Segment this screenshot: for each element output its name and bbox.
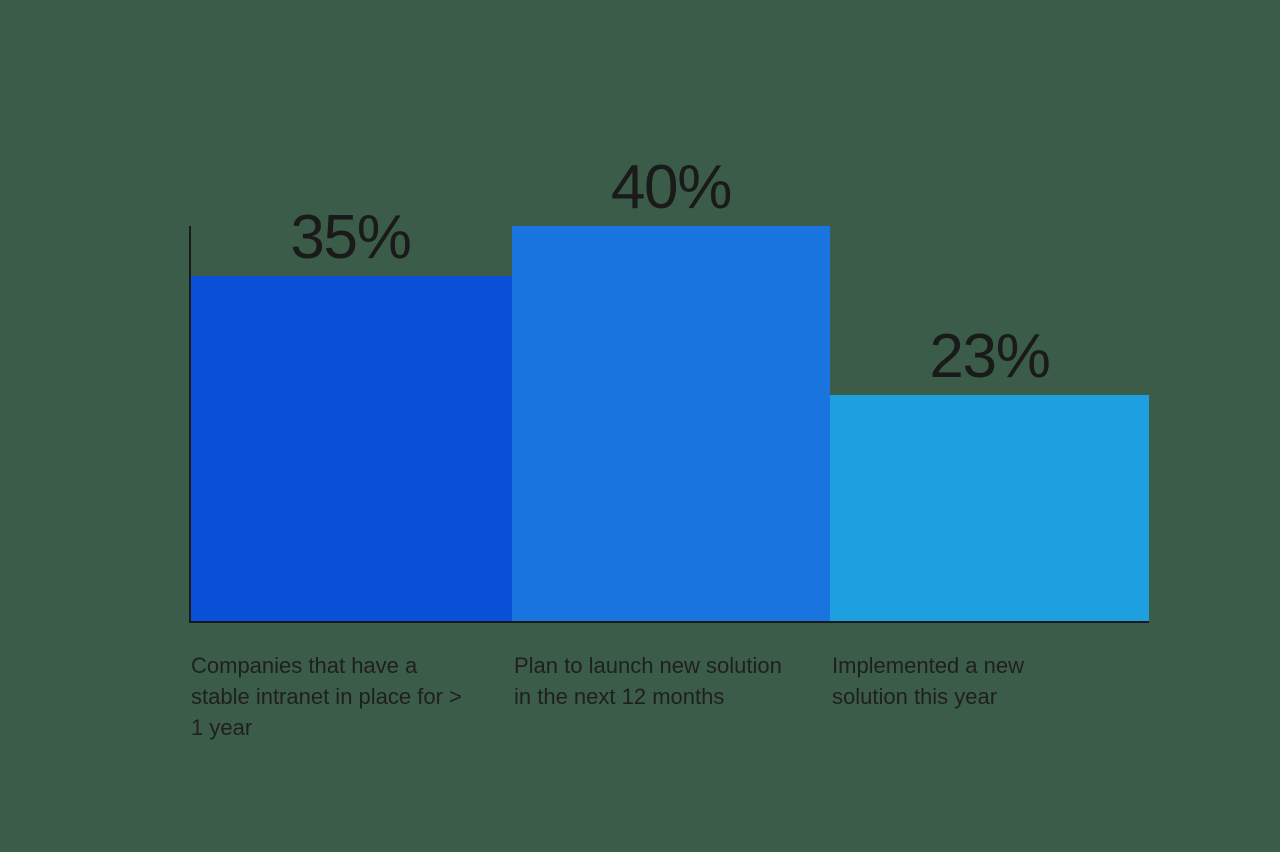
bar-value-label-0: 35% — [189, 202, 512, 273]
bar-1 — [512, 226, 830, 623]
bar-0 — [189, 276, 512, 623]
x-axis — [189, 621, 1149, 623]
chart-canvas: 35% Companies that have a stable intranet… — [0, 0, 1280, 852]
chart-plot-area — [189, 226, 1149, 623]
y-axis — [189, 226, 191, 623]
bar-value-label-1: 40% — [512, 152, 830, 223]
bar-2 — [830, 395, 1149, 623]
bar-category-label-2: Implemented a new solution this year — [832, 651, 1062, 713]
bar-category-label-1: Plan to launch new solution in the next … — [514, 651, 784, 713]
bar-value-label-2: 23% — [830, 321, 1149, 392]
bar-category-label-0: Companies that have a stable intranet in… — [191, 651, 471, 743]
